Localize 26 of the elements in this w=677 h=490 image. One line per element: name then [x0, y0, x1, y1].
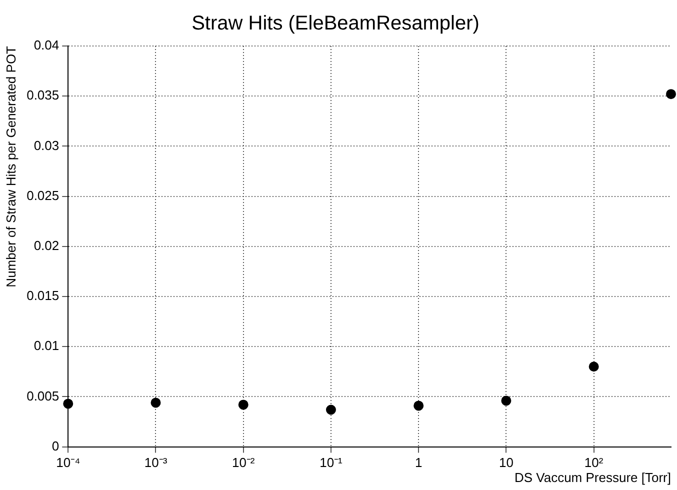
- y-tick-label: 0.01: [34, 338, 60, 354]
- x-axis-title: DS Vaccum Pressure [Torr]: [514, 470, 671, 485]
- y-tick-label: 0.035: [26, 88, 60, 103]
- y-tick-label: 0.02: [34, 238, 60, 253]
- point: [588, 362, 599, 372]
- y-tick-label: 0.025: [26, 188, 60, 203]
- point: [238, 400, 248, 410]
- point: [326, 404, 336, 415]
- y-axis-title: Number of Straw Hits per Generated POT: [3, 46, 18, 288]
- x-tick-label: 10⁻²: [232, 455, 256, 470]
- chart-title: Straw Hits (EleBeamResampler): [192, 12, 480, 35]
- x-tick-label: 1: [414, 455, 422, 470]
- point: [63, 398, 74, 409]
- x-tick-label: 10²: [584, 455, 604, 470]
- y-tick-label: 0.005: [26, 388, 60, 404]
- y-tick-label: 0.015: [26, 288, 60, 304]
- y-tick-label: 0.03: [34, 138, 60, 153]
- point: [150, 398, 161, 408]
- y-tick-label: 0.04: [34, 38, 60, 53]
- y-tick-label: 0: [52, 438, 60, 454]
- x-tick-label: 10⁻¹: [320, 455, 344, 470]
- point: [501, 396, 512, 406]
- x-tick-label: 10: [498, 455, 514, 470]
- point: [414, 400, 424, 411]
- x-tick-label: 10⁻³: [144, 455, 168, 470]
- x-tick-label: 10⁻⁴: [56, 455, 80, 470]
